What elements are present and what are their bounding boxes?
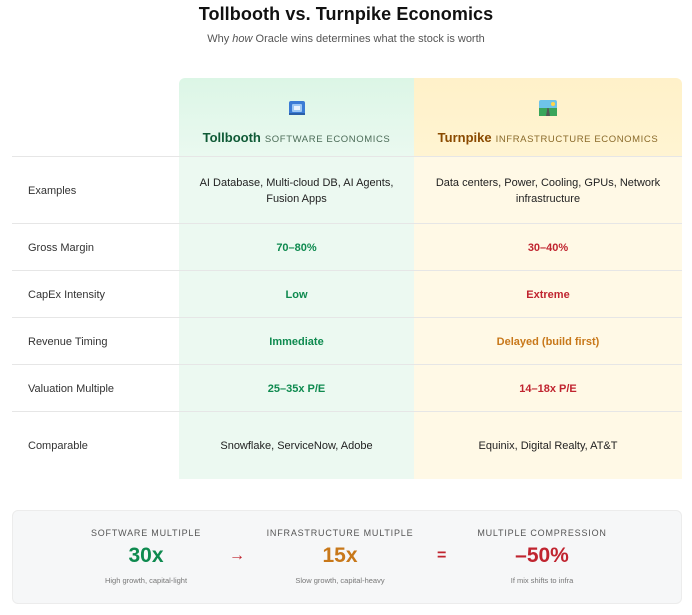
- row-label: Examples: [28, 184, 77, 197]
- table-row: Comparable Snowflake, ServiceNow, Adobe …: [12, 411, 682, 479]
- stat-value: –50%: [515, 544, 569, 567]
- tollbooth-cell: 70–80%: [179, 224, 414, 271]
- turnpike-cell: Extreme: [414, 271, 682, 318]
- tollbooth-cell: Snowflake, ServiceNow, Adobe: [179, 412, 414, 479]
- subtitle-prefix: Why: [207, 33, 230, 45]
- turnpike-name: Turnpike: [437, 129, 492, 145]
- row-label: Valuation Multiple: [28, 382, 115, 395]
- infrastructure-multiple-stat: INFRASTRUCTURE MULTIPLE 15x Slow growth,…: [260, 511, 420, 585]
- stat-label: SOFTWARE MULTIPLE: [90, 528, 202, 538]
- arrow-operator: →: [229, 547, 245, 564]
- subtitle-suffix: Oracle wins determines what the stock is…: [255, 33, 485, 45]
- stat-note: Slow growth, capital-heavy: [295, 576, 385, 585]
- turnpike-cell: 30–40%: [414, 224, 682, 271]
- stat-label: MULTIPLE COMPRESSION: [477, 528, 607, 538]
- toll-card-icon: [288, 100, 305, 115]
- page-subtitle: Why how Oracle wins determines what the …: [0, 33, 692, 45]
- table-row: Gross Margin 70–80% 30–40%: [12, 223, 682, 271]
- table-row: Examples AI Database, Multi-cloud DB, AI…: [12, 156, 682, 224]
- stat-value: 30x: [128, 544, 164, 567]
- row-label: Comparable: [28, 439, 88, 452]
- stat-value: 15x: [322, 544, 358, 567]
- table-row: CapEx Intensity Low Extreme: [12, 270, 682, 318]
- tollbooth-subtitle: SOFTWARE ECONOMICS: [264, 133, 391, 145]
- multiple-compression-stat: MULTIPLE COMPRESSION –50% If mix shifts …: [462, 511, 622, 585]
- equals-operator: =: [437, 547, 447, 564]
- tollbooth-header: Tollbooth SOFTWARE ECONOMICS: [179, 78, 414, 158]
- table-row: Revenue Timing Immediate Delayed (build …: [12, 317, 682, 365]
- road-landscape-icon: [539, 99, 557, 116]
- turnpike-cell: Equinix, Digital Realty, AT&T: [414, 412, 682, 479]
- stat-note: High growth, capital-light: [104, 576, 188, 585]
- row-label: CapEx Intensity: [28, 288, 106, 301]
- stat-note: If mix shifts to infra: [510, 576, 574, 585]
- turnpike-subtitle: INFRASTRUCTURE ECONOMICS: [495, 133, 659, 145]
- summary-panel: SOFTWARE MULTIPLE 30x High growth, capit…: [12, 510, 682, 604]
- turnpike-cell: 14–18x P/E: [414, 365, 682, 412]
- tollbooth-name: Tollbooth: [202, 129, 261, 145]
- tollbooth-cell: Low: [179, 271, 414, 318]
- page-title: Tollbooth vs. Turnpike Economics: [198, 4, 494, 24]
- tollbooth-cell: 25–35x P/E: [179, 365, 414, 412]
- table-row: Valuation Multiple 25–35x P/E 14–18x P/E: [12, 364, 682, 412]
- tollbooth-cell: Immediate: [179, 318, 414, 365]
- turnpike-cell: Delayed (build first): [414, 318, 682, 365]
- subtitle-emphasis: how: [232, 33, 253, 45]
- tollbooth-cell: AI Database, Multi-cloud DB, AI Agents, …: [179, 157, 414, 224]
- stat-label: INFRASTRUCTURE MULTIPLE: [266, 528, 414, 538]
- software-multiple-stat: SOFTWARE MULTIPLE 30x High growth, capit…: [66, 511, 226, 585]
- row-label: Gross Margin: [28, 241, 95, 254]
- turnpike-cell: Data centers, Power, Cooling, GPUs, Netw…: [414, 157, 682, 224]
- turnpike-header: Turnpike INFRASTRUCTURE ECONOMICS: [414, 78, 682, 158]
- row-label: Revenue Timing: [28, 335, 108, 348]
